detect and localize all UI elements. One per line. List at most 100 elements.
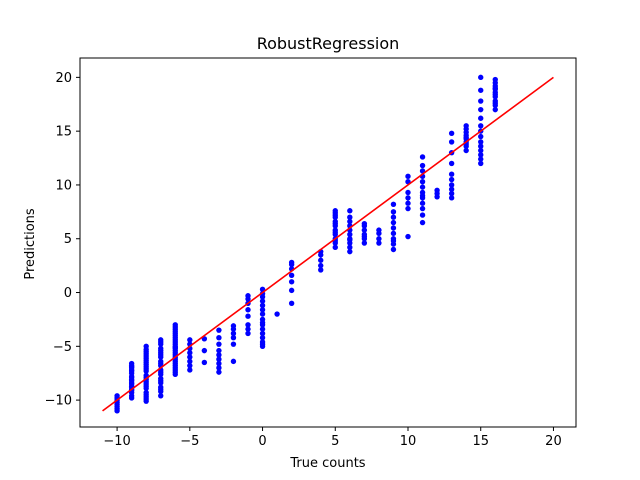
y-tick-label: 10 [55,178,72,193]
scatter-point [172,339,178,345]
scatter-point [478,106,484,113]
scatter-point [143,361,149,368]
scatter-point [419,205,426,212]
scatter-point [172,330,178,337]
scatter-point [347,208,353,214]
scatter-point [405,195,411,201]
scatter-point [492,76,498,83]
scatter-point [216,327,222,333]
scatter-point [390,214,397,220]
x-tick-label: −5 [180,434,199,449]
scatter-point [332,220,338,227]
scatter-point [230,330,237,337]
scatter-point [419,184,426,190]
scatter-point [361,227,368,233]
scatter-point [172,344,178,351]
scatter-point [347,244,353,251]
scatter-point [158,393,164,399]
scatter-point [419,212,426,218]
scatter-point [216,360,222,367]
scatter-point [216,356,222,362]
scatter-point [347,218,353,225]
scatter-point [478,160,484,167]
scatter-point [478,115,484,121]
scatter-point [143,392,149,398]
scatter-point [143,348,149,355]
scatter-point [259,307,266,313]
scatter-point [187,367,193,373]
plot-area [102,74,554,414]
scatter-point [259,302,266,309]
fit-line [102,76,554,412]
scatter-point [347,248,353,255]
scatter-point [405,233,411,240]
scatter-point [172,322,178,328]
scatter-point [478,143,484,149]
scatter-point [288,279,295,285]
scatter-point [230,323,237,329]
scatter-point [390,246,397,253]
scatter-point [376,227,382,233]
scatter-point [201,359,208,366]
scatter-point [143,383,149,389]
scatter-point [478,98,484,104]
scatter-point [361,240,368,246]
scatter-point [347,237,353,243]
scatter-point [245,322,251,328]
scatter-point [230,341,237,347]
scatter-point [332,229,338,235]
scatter-point [478,139,484,145]
scatter-point [187,358,193,365]
scatter-point [419,200,426,206]
scatter-point [245,313,251,319]
scatter-point [143,366,149,372]
scatter-point [245,307,251,313]
scatter-point [172,360,178,367]
scatter-point [419,179,426,185]
x-tick-label: 15 [472,434,489,449]
scatter-point [332,244,338,251]
scatter-point [405,173,411,180]
scatter-point [288,259,295,266]
scatter-point [158,352,164,358]
scatter-point [187,354,193,360]
scatter-point [216,352,222,358]
scatter-point [216,341,222,347]
scatter-point [274,311,280,317]
scatter-point [172,335,178,341]
scatter-point [448,130,455,137]
scatter-point [419,154,426,160]
scatter-point [478,152,484,158]
scatter-point [259,330,266,337]
scatter-point [143,396,149,402]
scatter-point [405,205,411,212]
scatter-point [216,335,222,341]
scatter-point [376,240,382,246]
x-axis-label: True counts [289,456,365,471]
y-tick-label: −5 [53,340,72,355]
scatter-point [201,347,208,354]
scatter-point [347,231,353,238]
scatter-point [448,182,455,188]
scatter-point [143,353,149,359]
scatter-point [478,156,484,162]
scatter-point [259,298,266,304]
scatter-point [230,358,237,365]
scatter-point [361,220,368,227]
scatter-point [245,326,251,332]
scatter-point [347,214,353,220]
scatter-point [478,74,484,81]
scatter-point [114,393,120,399]
scatter-point [259,319,266,326]
scatter-point [390,225,397,231]
scatter-point [390,219,397,226]
y-tick-label: 0 [64,286,72,301]
scatter-point [492,100,498,106]
scatter-point [158,378,164,384]
scatter-point [158,347,164,354]
scatter-point [448,186,455,192]
x-tick-label: −10 [103,434,130,449]
scatter-point [288,272,295,279]
scatter-point [187,350,193,356]
